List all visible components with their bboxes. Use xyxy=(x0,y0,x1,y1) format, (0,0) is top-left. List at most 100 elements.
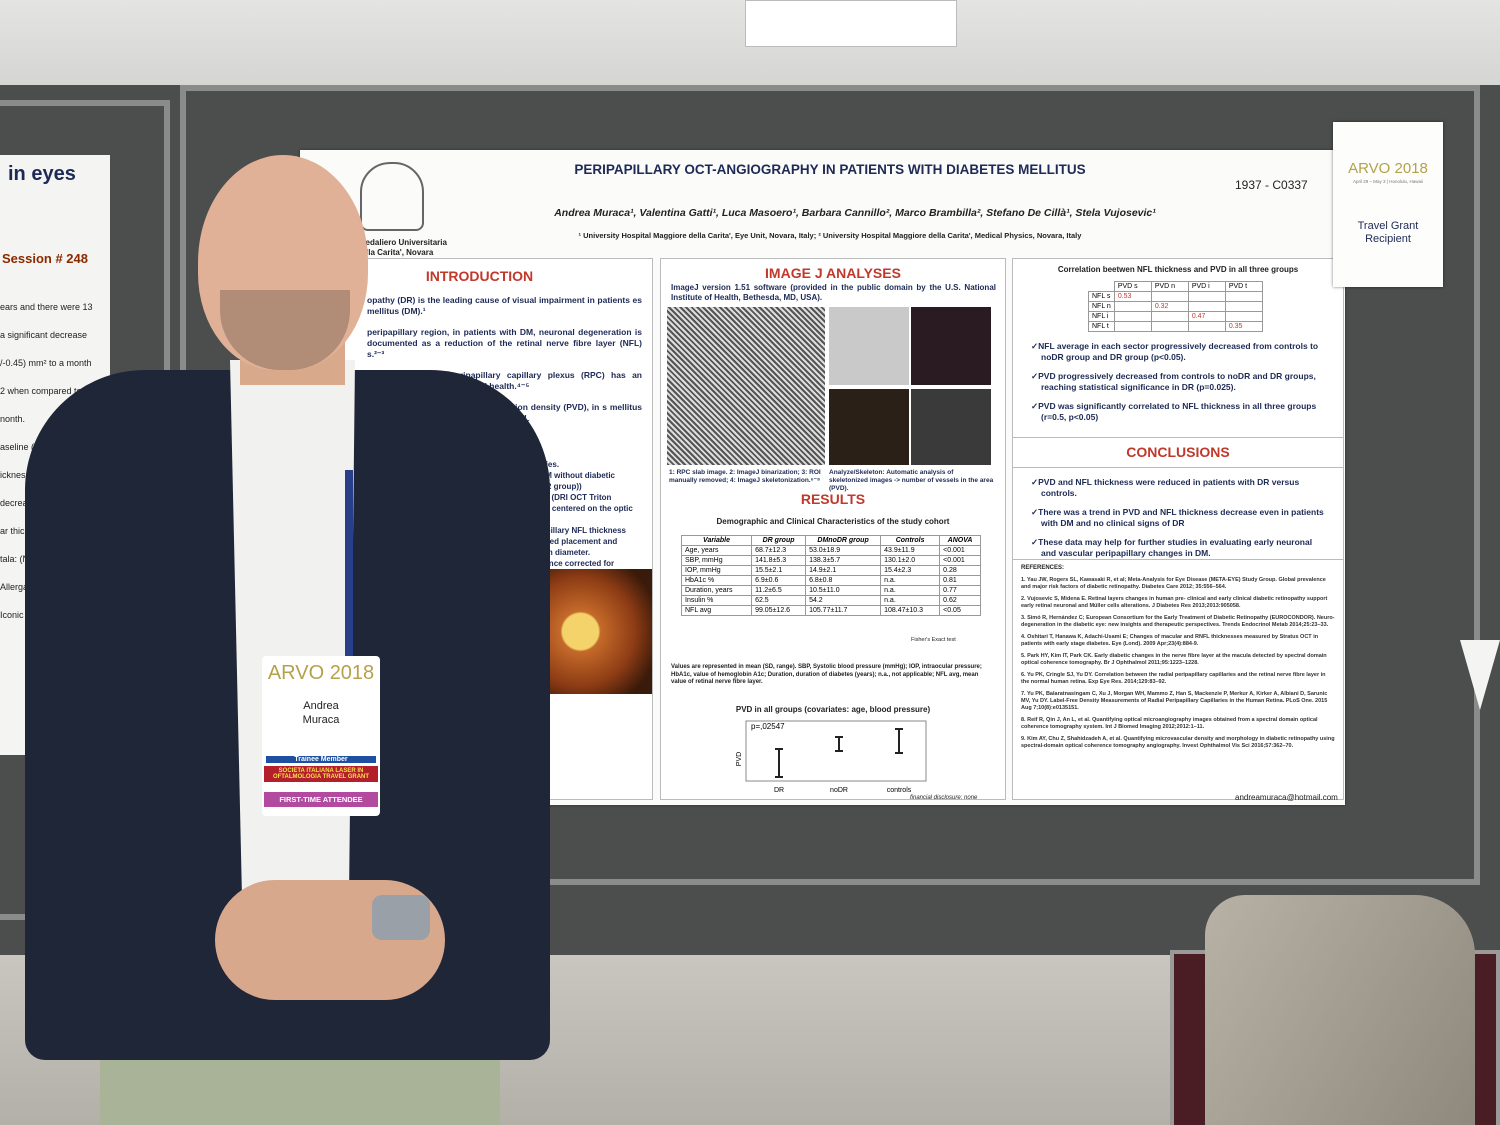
divider xyxy=(1013,559,1343,560)
affiliations: ¹ University Hospital Maggiore della Car… xyxy=(578,231,1082,240)
cell: Insulin % xyxy=(680,595,753,606)
cell: <0.05 xyxy=(939,605,981,616)
table-row: Insulin % 62.5 54.2 n.a. 0.62 xyxy=(680,595,981,606)
p-value: p=,02547 xyxy=(751,722,785,731)
conclusions: PVD and NFL thickness were reduced in pa… xyxy=(1029,477,1329,567)
cell: 0.28 xyxy=(939,565,981,576)
cell: 6.8±0.8 xyxy=(805,575,882,586)
bullet: There was a trend in PVD and NFL thickne… xyxy=(1038,507,1329,528)
imagej-window xyxy=(829,307,909,385)
cell: 15.5±2.1 xyxy=(751,565,807,576)
logo: ARVO 2018 xyxy=(1348,160,1428,177)
column-middle: IMAGE J ANALYSES ImageJ version 1.51 sof… xyxy=(660,258,1006,800)
row-label: NFL s xyxy=(1088,291,1115,302)
references: 1. Yau JW, Rogers SL, Kawasaki R, et al;… xyxy=(1021,577,1335,755)
correlation-title: Correlation beetwen NFL thickness and PV… xyxy=(1057,265,1299,274)
lanyard xyxy=(345,470,353,660)
cell: <0.001 xyxy=(939,545,981,556)
text-fragment: decrease in xyxy=(0,498,47,508)
column-header: PVD n xyxy=(1150,281,1189,292)
column-right: Correlation beetwen NFL thickness and PV… xyxy=(1012,258,1344,800)
poster: Ospedaliero Universitaria e della Carita'… xyxy=(300,150,1345,805)
cell: 105.77±11.7 xyxy=(805,605,882,616)
cell: 0.77 xyxy=(939,585,981,596)
heading: INTRODUCTION xyxy=(425,268,534,284)
reference: 6. Yu PK, Cringle SJ, Yu DY. Correlation… xyxy=(1021,672,1326,685)
authors: Andrea Muraca¹, Valentina Gatti¹, Luca M… xyxy=(554,207,1156,219)
table-row: NFL avg 99.05±12.6 105.77±11.7 108.47±10.3 <… xyxy=(680,605,981,616)
column-header: Variable xyxy=(680,535,753,546)
cell: 11.2±6.5 xyxy=(751,585,807,596)
table-notes: Values are represented in mean (SD, rang… xyxy=(671,664,982,685)
cell xyxy=(1150,321,1189,332)
name-badge: ARVO 2018 Andrea Muraca Trainee Member S… xyxy=(262,656,380,816)
text-fragment: by automated placement and xyxy=(507,537,618,546)
logo-line: Ospedaliero Universitaria xyxy=(350,238,447,247)
row-label: NFL i xyxy=(1088,311,1115,322)
cell: <0.001 xyxy=(939,555,981,566)
dates: April 29 – May 3 | Honolulu, Hawaii xyxy=(1353,179,1423,184)
bullet: PVD was significantly correlated to NFL … xyxy=(1038,401,1329,422)
shirt xyxy=(230,360,355,920)
cell: 99.05±12.6 xyxy=(751,605,807,616)
cell: 53.0±18.9 xyxy=(805,545,882,556)
caption: 1: RPC slab image. 2: ImageJ binarizatio… xyxy=(669,469,821,484)
cell: 6.9±0.6 xyxy=(751,575,807,586)
table-row: NFL n 0.32 xyxy=(1088,301,1263,312)
cell: 0.62 xyxy=(939,595,981,606)
cell: 15.4±2.3 xyxy=(880,565,941,576)
cell: 0.47 xyxy=(1187,311,1226,322)
caption: Analyze/Skeleton: Automatic analysis of … xyxy=(829,469,994,492)
session: Session # 248 xyxy=(2,251,88,266)
cell: n.a. xyxy=(880,585,941,596)
cell xyxy=(1187,291,1226,302)
imagej-window xyxy=(829,389,909,465)
table-title: Demographic and Clinical Characteristics… xyxy=(716,517,950,526)
last-name: Muraca xyxy=(302,714,340,726)
group-label: DR xyxy=(774,787,784,794)
divider xyxy=(1013,437,1343,438)
travel-grant-sign: ARVO 2018 April 29 – May 3 | Honolulu, H… xyxy=(1333,122,1443,287)
cell: 62.5 xyxy=(751,595,807,606)
reference: 8. Reif R, Qin J, An L, et al. Quantifyi… xyxy=(1021,717,1318,730)
cell: 14.9±2.1 xyxy=(805,565,882,576)
cell xyxy=(1150,291,1189,302)
cell xyxy=(1224,311,1263,322)
cell xyxy=(1187,321,1226,332)
column-header: Controls xyxy=(880,535,941,546)
bullet: These data may help for further studies … xyxy=(1038,537,1329,558)
text-fragment: 2 when compared to xyxy=(0,386,82,396)
poster-id: 1937 - C0337 xyxy=(1235,178,1308,192)
heading: RESULTS xyxy=(800,491,866,507)
pvd-chart: p=,02547 PVD DR noDR controls xyxy=(736,720,927,794)
results-table: Variable DR group DMnoDR group Controls ANOV… xyxy=(680,535,981,616)
heading: CONCLUSIONS xyxy=(1126,444,1230,460)
ribbon: FIRST-TIME ATTENDEE xyxy=(264,792,378,807)
reference: 2. Vujosevic S, Midena E. Retinal layers… xyxy=(1021,596,1328,609)
cell xyxy=(1113,321,1152,332)
bullet: PVD progressively decreased from control… xyxy=(1038,371,1329,392)
text-fragment: Iconic xyxy=(0,610,24,620)
correlation-table: PVD s PVD n PVD i PVD t NFL s 0.53 NFL n 0.32 NF… xyxy=(1088,281,1263,332)
row-label: NFL n xyxy=(1088,301,1115,312)
table-row: Age, years 68.7±12.3 53.0±18.9 43.9±11.9 <0.… xyxy=(680,545,981,556)
text-fragment: tala: (N xyxy=(0,554,30,564)
column-header: PVD i xyxy=(1187,281,1226,292)
column-header: ANOVA xyxy=(939,535,981,546)
bullet: PVD and NFL thickness were reduced in pa… xyxy=(1038,477,1329,498)
table-row: NFL t 0.35 xyxy=(1088,321,1263,332)
poster-title: PERIPAPILLARY OCT-ANGIOGRAPHY IN PATIENT… xyxy=(574,162,1086,177)
cell: 10.5±11.0 xyxy=(805,585,882,596)
logo-line: e della Carita', Novara xyxy=(350,248,434,257)
text-fragment: y (SS-OCT) (DRI OCT Triton xyxy=(507,493,612,502)
text-fragment: nts with DM without diabetic xyxy=(507,471,615,480)
text-fragment: Allergan xyxy=(0,582,34,592)
table-row: IOP, mmHg 15.5±2.1 14.9±2.1 15.4±2.3 0.28 xyxy=(680,565,981,576)
findings: NFL average in each sector progressively… xyxy=(1029,341,1329,431)
divider xyxy=(1013,467,1343,468)
cell: 43.9±11.9 xyxy=(880,545,941,556)
table-row: NFL i 0.47 xyxy=(1088,311,1263,322)
paragraph: peripapillary region, in patients with D… xyxy=(367,327,642,359)
logo-crest xyxy=(360,162,424,231)
